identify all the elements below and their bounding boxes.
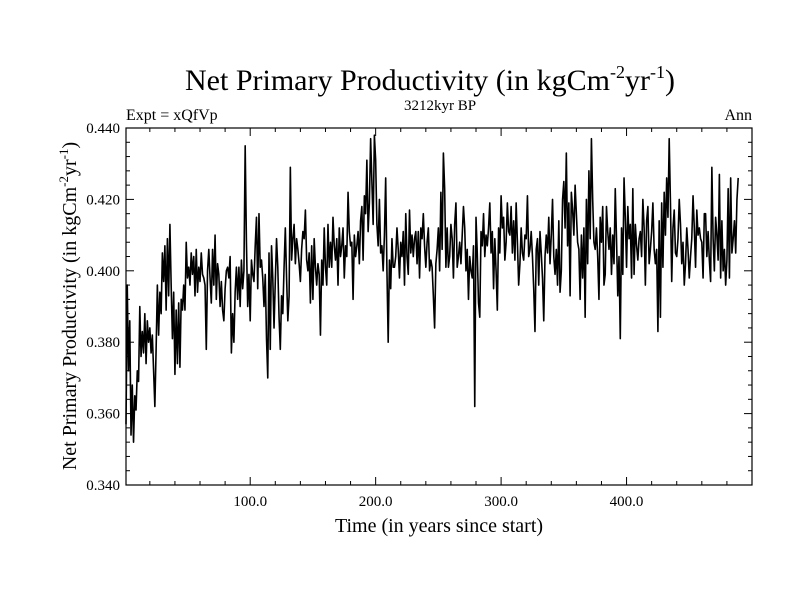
x-tick-label: 400.0 — [610, 494, 644, 510]
y-tick-label: 0.360 — [86, 407, 120, 423]
experiment-label: Expt = xQfVp — [126, 107, 218, 124]
y-tick-label: 0.440 — [86, 121, 120, 137]
y-axis-ticks: 0.340 0.360 0.380 0.400 0.420 0.440 — [86, 121, 752, 494]
y-tick-label: 0.380 — [86, 335, 120, 351]
x-tick-label: 200.0 — [359, 494, 393, 510]
period-label: 3212kyr BP — [404, 98, 476, 114]
series-line — [125, 134, 739, 443]
season-label: Ann — [724, 107, 752, 124]
x-axis-ticks: 100.0 200.0 300.0 400.0 — [149, 128, 728, 510]
plot-frame — [125, 127, 753, 486]
y-tick-label: 0.420 — [86, 192, 120, 208]
y-tick-label: 0.340 — [86, 478, 120, 494]
y-tick-label: 0.400 — [86, 264, 120, 280]
x-axis-label: Time (in years since start) — [335, 515, 543, 537]
x-tick-label: 100.0 — [233, 494, 267, 510]
chart-title: Net Primary Productivity (in kgCm-2yr-1) — [185, 62, 675, 97]
x-tick-label: 300.0 — [484, 494, 518, 510]
y-axis-label: Net Primary Productivity (in kgCm-2yr-1) — [56, 142, 81, 470]
